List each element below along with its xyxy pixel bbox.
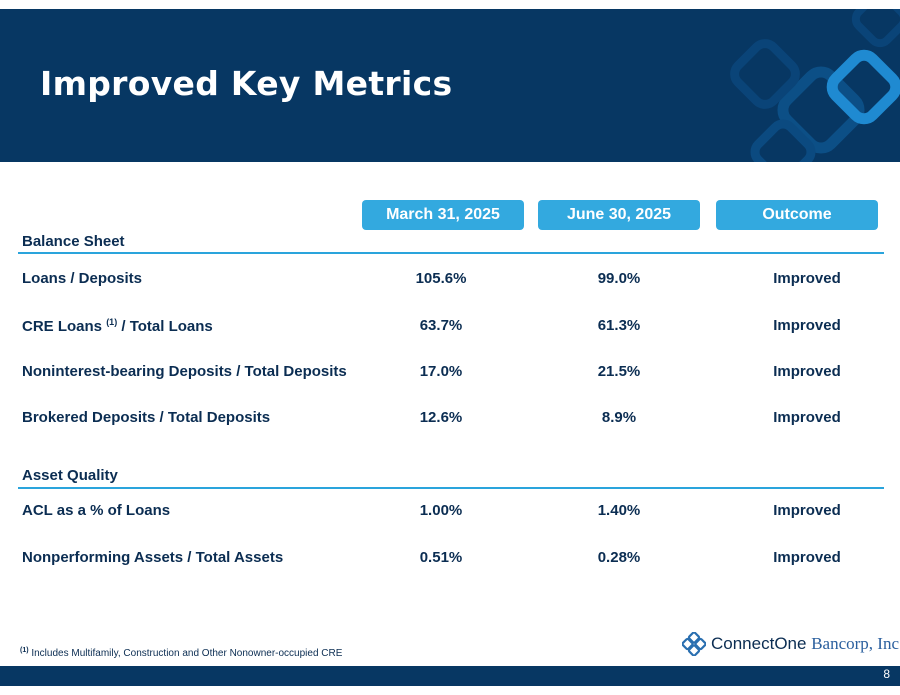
value-june: 0.28% bbox=[597, 549, 641, 566]
section-label-balance-sheet: Balance Sheet bbox=[22, 233, 125, 250]
value-outcome: Improved bbox=[773, 317, 841, 334]
logo-wordmark: ConnectOne Bancorp, Inc. bbox=[711, 634, 900, 654]
value-june: 21.5% bbox=[597, 363, 641, 380]
value-outcome: Improved bbox=[773, 270, 841, 287]
diamond-pattern-decoration bbox=[730, 9, 900, 162]
metric-label-part: CRE Loans bbox=[22, 318, 107, 335]
table-row: Brokered Deposits / Total Deposits 12.6%… bbox=[0, 409, 900, 431]
page-number: 8 bbox=[883, 667, 890, 681]
table-row: CRE Loans (1) / Total Loans 63.7% 61.3% … bbox=[0, 317, 900, 339]
section-divider bbox=[18, 487, 884, 489]
logo-wordmark-part: Bancorp, Inc. bbox=[811, 634, 900, 653]
column-header-june: June 30, 2025 bbox=[538, 200, 700, 230]
metric-label-part: / Total Loans bbox=[117, 318, 213, 335]
metric-label: Noninterest-bearing Deposits / Total Dep… bbox=[22, 363, 347, 380]
metric-label: Nonperforming Assets / Total Assets bbox=[22, 549, 284, 566]
value-june: 61.3% bbox=[597, 317, 641, 334]
footnote: (1) Includes Multifamily, Construction a… bbox=[20, 647, 342, 659]
value-march: 63.7% bbox=[419, 317, 463, 334]
value-march: 0.51% bbox=[419, 549, 463, 566]
section-label-asset-quality: Asset Quality bbox=[22, 467, 118, 484]
value-june: 99.0% bbox=[597, 270, 641, 287]
value-june: 8.9% bbox=[601, 409, 637, 426]
value-march: 1.00% bbox=[419, 502, 463, 519]
logo-diamond-icon bbox=[682, 632, 706, 656]
company-logo: ConnectOne Bancorp, Inc. bbox=[682, 631, 900, 657]
table-row: Noninterest-bearing Deposits / Total Dep… bbox=[0, 363, 900, 385]
value-outcome: Improved bbox=[773, 363, 841, 380]
footnote-text: Includes Multifamily, Construction and O… bbox=[28, 648, 343, 659]
metric-label: ACL as a % of Loans bbox=[22, 502, 171, 519]
footnote-marker: (1) bbox=[20, 647, 29, 654]
value-march: 105.6% bbox=[415, 270, 467, 287]
table-row: ACL as a % of Loans 1.00% 1.40% Improved bbox=[0, 502, 900, 524]
value-outcome: Improved bbox=[773, 549, 841, 566]
value-march: 12.6% bbox=[419, 409, 463, 426]
value-outcome: Improved bbox=[773, 409, 841, 426]
table-row: Nonperforming Assets / Total Assets 0.51… bbox=[0, 549, 900, 571]
value-outcome: Improved bbox=[773, 502, 841, 519]
footer-band: 8 bbox=[0, 666, 900, 686]
value-march: 17.0% bbox=[419, 363, 463, 380]
page-title: Improved Key Metrics bbox=[40, 64, 453, 103]
value-june: 1.40% bbox=[597, 502, 641, 519]
logo-wordmark-part: ConnectOne bbox=[711, 634, 812, 653]
footnote-marker: (1) bbox=[106, 317, 118, 327]
table-row: Loans / Deposits 105.6% 99.0% Improved bbox=[0, 270, 900, 292]
metric-label: CRE Loans (1) / Total Loans bbox=[22, 317, 213, 335]
section-divider bbox=[18, 252, 884, 254]
column-header-march: March 31, 2025 bbox=[362, 200, 524, 230]
column-header-outcome: Outcome bbox=[716, 200, 878, 230]
metric-label: Brokered Deposits / Total Deposits bbox=[22, 409, 271, 426]
metric-label: Loans / Deposits bbox=[22, 270, 143, 287]
header-band: Improved Key Metrics bbox=[0, 9, 900, 162]
